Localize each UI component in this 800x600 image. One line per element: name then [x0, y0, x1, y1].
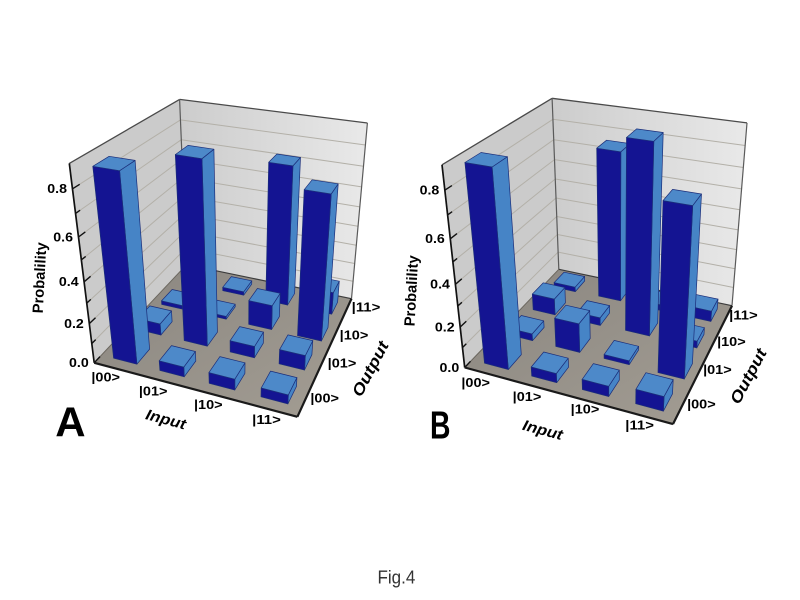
svg-text:|11>: |11> [625, 417, 654, 432]
svg-text:0.2: 0.2 [64, 316, 84, 331]
svg-text:|10>: |10> [340, 327, 369, 342]
svg-text:Fig.4: Fig.4 [378, 568, 416, 588]
svg-text:|10>: |10> [571, 402, 600, 417]
svg-text:|01>: |01> [139, 383, 168, 398]
svg-text:|10>: |10> [717, 334, 746, 349]
svg-text:0.6: 0.6 [53, 229, 73, 244]
svg-text:0.0: 0.0 [69, 355, 89, 370]
svg-text:0.2: 0.2 [435, 320, 455, 335]
svg-text:Probalility: Probalility [402, 254, 423, 326]
svg-text:|00>: |00> [310, 391, 339, 406]
svg-text:|11>: |11> [352, 299, 381, 314]
svg-text:|01>: |01> [703, 362, 732, 377]
svg-text:|00>: |00> [91, 370, 120, 385]
svg-text:|00>: |00> [461, 375, 490, 390]
svg-text:B: B [430, 404, 451, 447]
svg-text:0.6: 0.6 [425, 231, 445, 246]
svg-text:|01>: |01> [513, 389, 542, 404]
svg-text:|11>: |11> [729, 307, 758, 322]
svg-text:|10>: |10> [194, 397, 223, 412]
svg-text:0.8: 0.8 [420, 183, 440, 198]
svg-text:|00>: |00> [687, 397, 716, 412]
svg-text:0.4: 0.4 [430, 277, 451, 292]
svg-text:A: A [55, 399, 85, 446]
svg-text:|01>: |01> [328, 355, 357, 370]
svg-text:0.8: 0.8 [47, 181, 67, 196]
svg-text:0.0: 0.0 [440, 360, 460, 375]
svg-text:Probalility: Probalility [30, 241, 51, 313]
svg-text:|11>: |11> [252, 412, 281, 427]
svg-text:0.4: 0.4 [59, 274, 80, 289]
